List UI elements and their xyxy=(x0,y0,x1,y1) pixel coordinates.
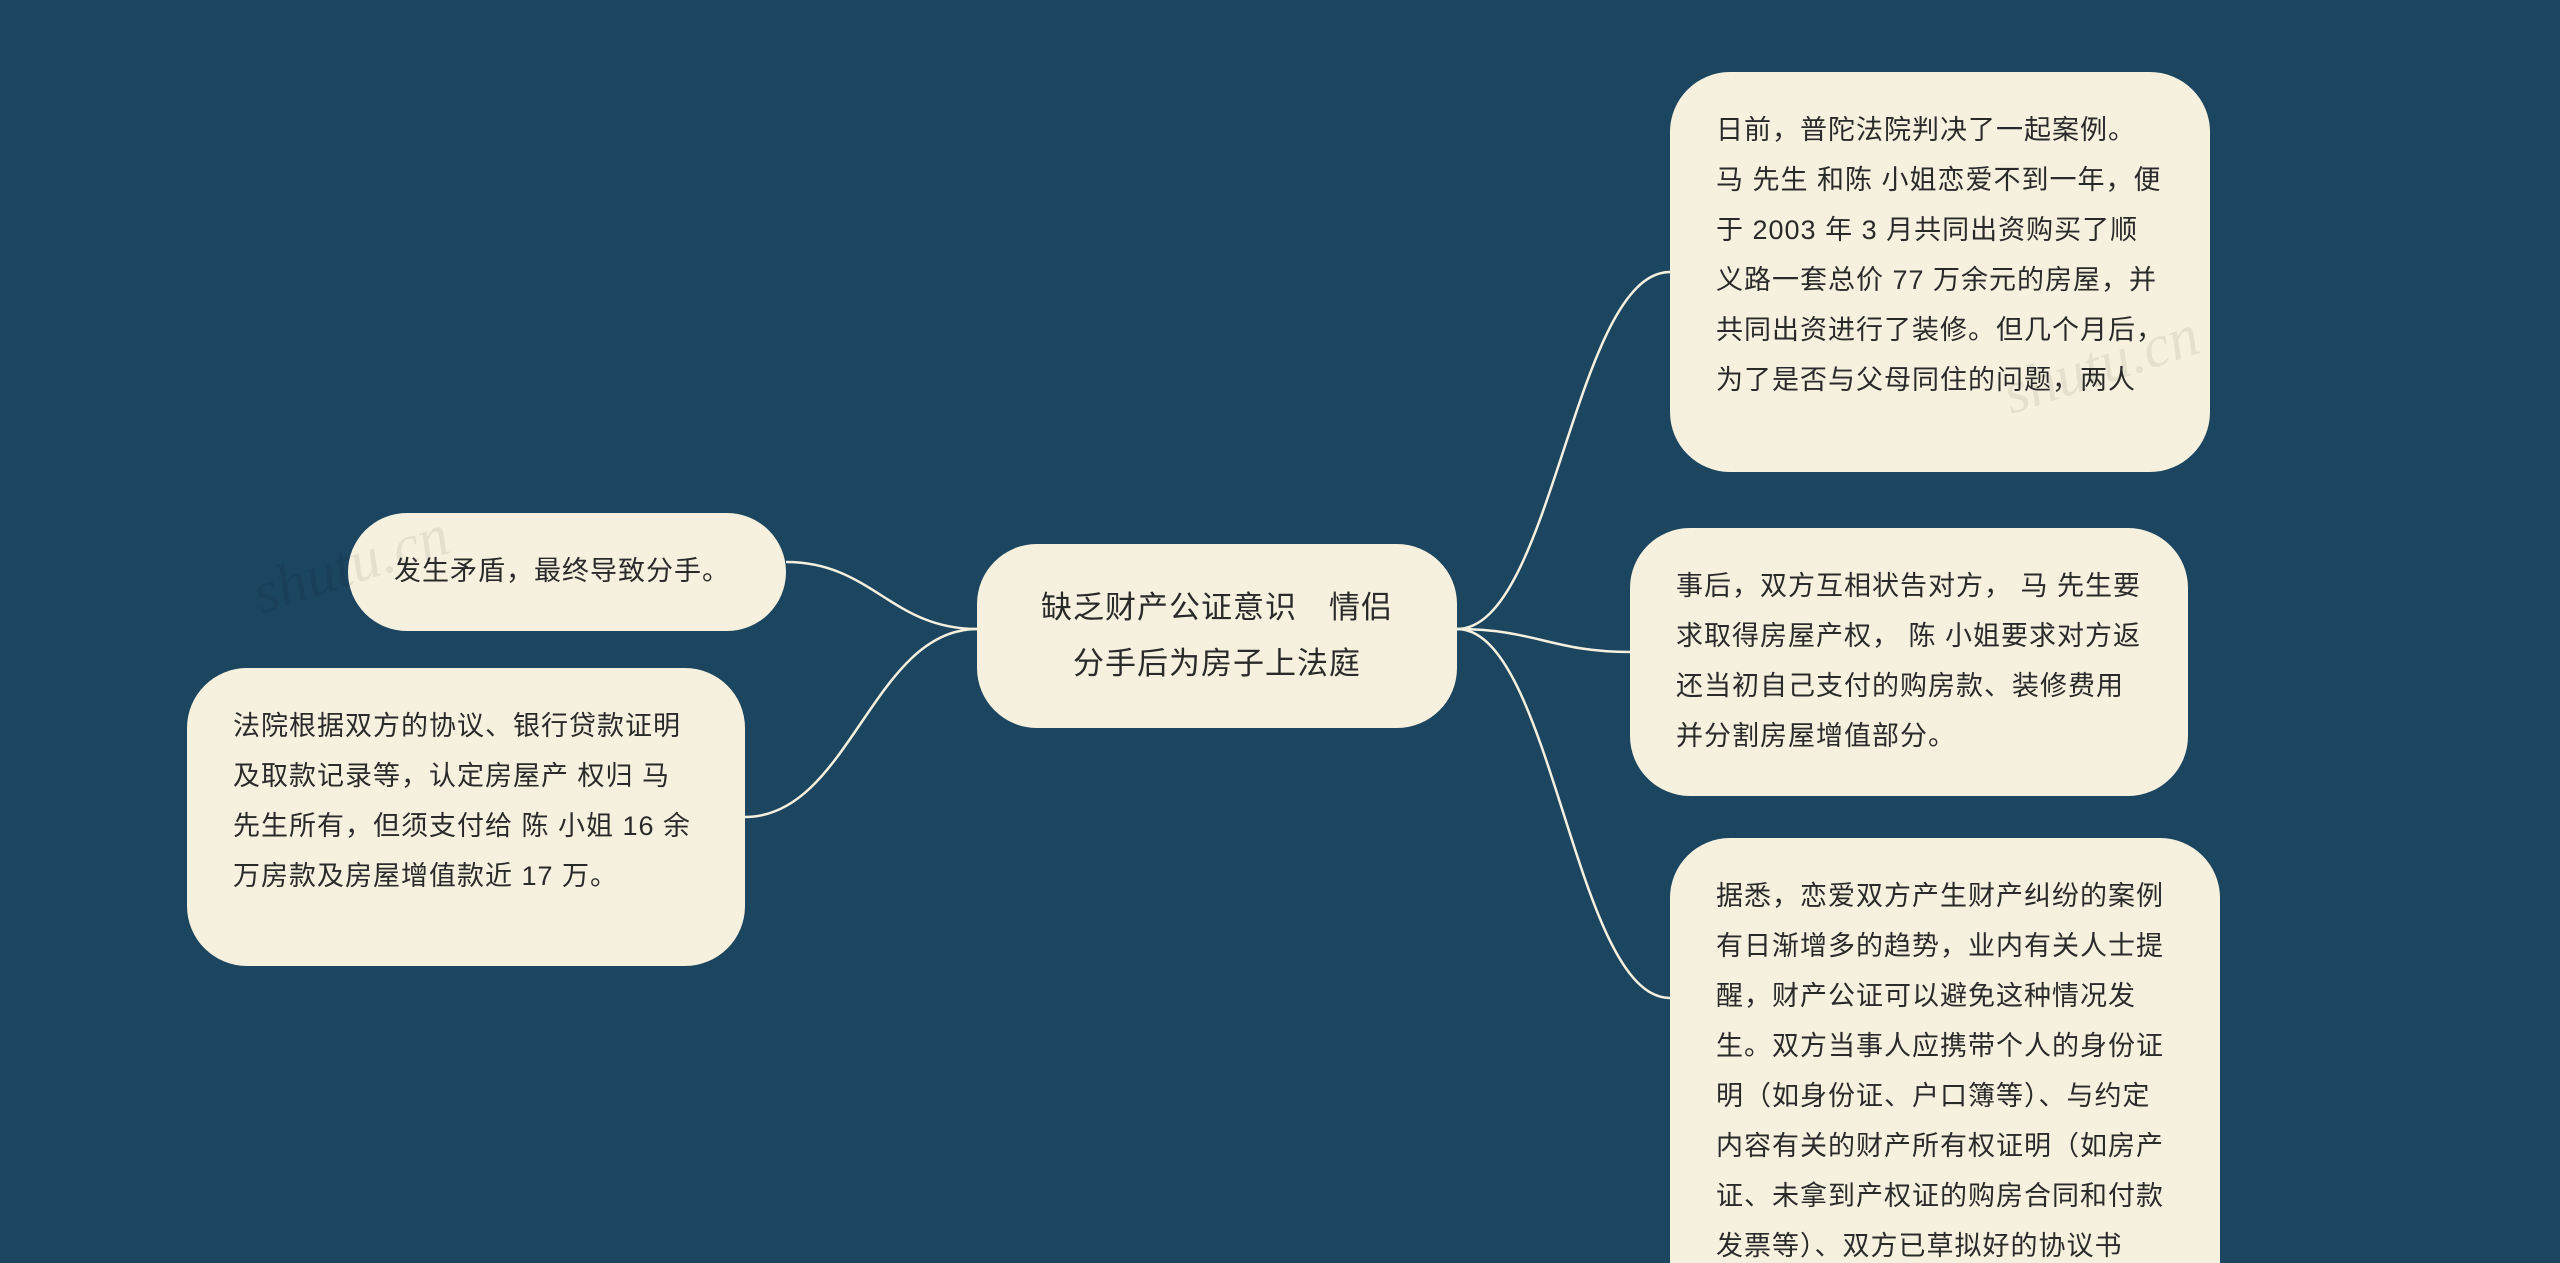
leaf-node-l2: 法院根据双方的协议、银行贷款证明及取款记录等，认定房屋产 权归 马 先生所有，但… xyxy=(187,668,745,966)
leaf-text: 发生矛盾，最终导致分手。 xyxy=(394,556,730,586)
leaf-text: 据悉，恋爱双方产生财产纠纷的案例有日渐增多的趋势，业内有关人士提醒，财产公证可以… xyxy=(1716,881,2164,1263)
leaf-node-l1: 发生矛盾，最终导致分手。 xyxy=(348,513,786,631)
leaf-text: 法院根据双方的协议、银行贷款证明及取款记录等，认定房屋产 权归 马 先生所有，但… xyxy=(233,711,691,891)
edge-path xyxy=(1457,629,1630,652)
center-line-1: 缺乏财产公证意识 情侣 xyxy=(1021,580,1413,636)
leaf-node-r1: 日前，普陀法院判决了一起案例。 马 先生 和陈 小姐恋爱不到一年，便于 2003… xyxy=(1670,72,2210,472)
leaf-text: 事后，双方互相状告对方， 马 先生要求取得房屋产权， 陈 小姐要求对方返还当初自… xyxy=(1676,571,2141,751)
leaf-node-r2: 事后，双方互相状告对方， 马 先生要求取得房屋产权， 陈 小姐要求对方返还当初自… xyxy=(1630,528,2188,796)
center-line-2: 分手后为房子上法庭 xyxy=(1021,636,1413,692)
leaf-node-r3: 据悉，恋爱双方产生财产纠纷的案例有日渐增多的趋势，业内有关人士提醒，财产公证可以… xyxy=(1670,838,2220,1263)
mindmap-canvas: 缺乏财产公证意识 情侣 分手后为房子上法庭 日前，普陀法院判决了一起案例。 马 … xyxy=(0,0,2560,1263)
center-node: 缺乏财产公证意识 情侣 分手后为房子上法庭 xyxy=(977,544,1457,728)
leaf-text: 日前，普陀法院判决了一起案例。 马 先生 和陈 小姐恋爱不到一年，便于 2003… xyxy=(1716,115,2164,395)
edge-path xyxy=(745,629,977,817)
edge-path xyxy=(786,562,977,629)
